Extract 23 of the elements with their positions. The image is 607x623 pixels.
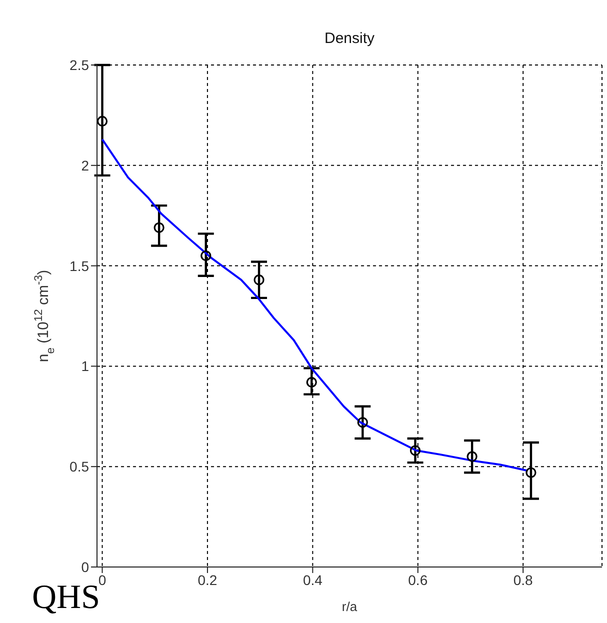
x-tick-label: 0.8 — [513, 572, 534, 588]
x-tick-label: 0.6 — [408, 572, 428, 588]
chart-title: Density — [324, 30, 375, 47]
y-tick-label: 1.5 — [70, 258, 90, 274]
y-tick-label: 0 — [81, 558, 90, 575]
point — [97, 116, 108, 127]
point — [410, 445, 421, 456]
point — [254, 274, 264, 286]
point — [466, 451, 478, 462]
x-tick-label: 0 — [98, 572, 106, 588]
y-tick-label: 1 — [81, 358, 90, 374]
point — [200, 250, 212, 262]
text: QHS — [32, 579, 100, 616]
point — [357, 417, 368, 428]
y-tick-label: 2.5 — [70, 56, 90, 73]
point — [154, 222, 164, 233]
x-tick-label: 0.2 — [198, 572, 218, 588]
x-axis-title: r/a — [342, 599, 358, 614]
point — [526, 467, 536, 478]
point — [306, 376, 317, 388]
y-tick-label: 0.5 — [70, 458, 90, 475]
y-tick-label: 2 — [81, 157, 90, 174]
x-tick-label: 0.4 — [302, 572, 323, 588]
